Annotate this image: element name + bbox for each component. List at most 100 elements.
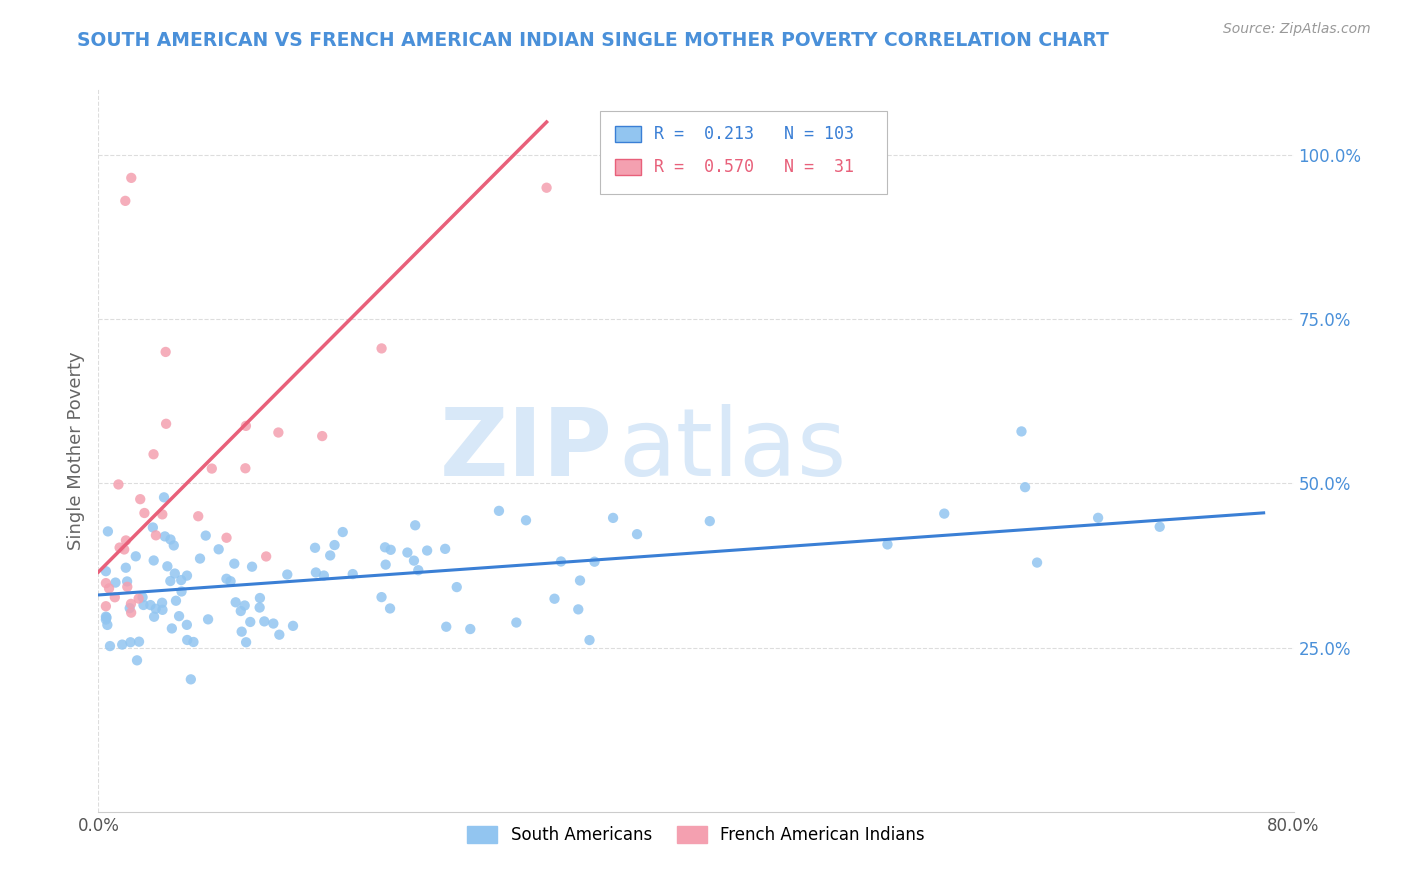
- Point: [233, 599, 256, 613]
- Point: [159, 533, 181, 547]
- Point: [488, 504, 510, 518]
- Point: [104, 575, 127, 590]
- Bar: [600, 111, 887, 194]
- Point: [515, 513, 537, 527]
- Point: [120, 635, 142, 649]
- Point: [225, 595, 247, 609]
- Bar: [614, 126, 641, 142]
- Point: [163, 566, 186, 581]
- Point: [626, 527, 648, 541]
- Point: [155, 417, 177, 431]
- Point: [446, 580, 468, 594]
- Point: [281, 619, 304, 633]
- Point: [153, 529, 176, 543]
- Point: [240, 559, 263, 574]
- Point: [176, 632, 198, 647]
- Point: [165, 593, 187, 607]
- Point: [152, 603, 174, 617]
- Point: [550, 554, 572, 568]
- Point: [602, 511, 624, 525]
- Point: [235, 635, 257, 649]
- Y-axis label: Single Mother Poverty: Single Mother Poverty: [66, 351, 84, 549]
- Point: [249, 591, 271, 605]
- Point: [235, 461, 257, 475]
- Point: [219, 574, 242, 589]
- Point: [396, 545, 419, 559]
- Point: [235, 418, 257, 433]
- Point: [115, 574, 138, 589]
- Point: [208, 542, 231, 557]
- Point: [132, 598, 155, 612]
- Point: [536, 180, 558, 194]
- Point: [197, 612, 219, 626]
- Point: [114, 194, 136, 208]
- Point: [249, 600, 271, 615]
- Point: [1011, 425, 1033, 439]
- Point: [254, 549, 277, 564]
- Point: [1014, 480, 1036, 494]
- Point: [134, 506, 156, 520]
- Point: [94, 599, 117, 614]
- Point: [120, 170, 142, 185]
- Point: [332, 524, 354, 539]
- Point: [408, 563, 430, 577]
- Point: [128, 634, 150, 648]
- Point: [1087, 511, 1109, 525]
- Text: ZIP: ZIP: [440, 404, 613, 497]
- Point: [129, 492, 152, 507]
- Point: [378, 601, 401, 615]
- Point: [934, 507, 956, 521]
- Point: [150, 508, 173, 522]
- Point: [374, 541, 396, 555]
- Point: [374, 558, 396, 572]
- Point: [156, 559, 179, 574]
- Point: [543, 591, 565, 606]
- Point: [96, 610, 118, 624]
- Point: [187, 509, 209, 524]
- Point: [167, 609, 190, 624]
- Point: [139, 598, 162, 612]
- Point: [567, 602, 589, 616]
- Point: [311, 429, 333, 443]
- Point: [170, 573, 193, 587]
- Point: [104, 591, 127, 605]
- Point: [402, 554, 425, 568]
- Point: [159, 574, 181, 588]
- Text: Source: ZipAtlas.com: Source: ZipAtlas.com: [1223, 22, 1371, 37]
- Point: [120, 597, 142, 611]
- Point: [231, 624, 253, 639]
- Point: [118, 601, 141, 615]
- Text: atlas: atlas: [619, 404, 846, 497]
- Point: [120, 606, 142, 620]
- Point: [142, 447, 165, 461]
- Point: [155, 345, 177, 359]
- Point: [1026, 556, 1049, 570]
- Point: [323, 538, 346, 552]
- Point: [876, 537, 898, 551]
- Point: [434, 620, 457, 634]
- Point: [201, 461, 224, 475]
- Point: [583, 555, 606, 569]
- Point: [150, 596, 173, 610]
- Legend: South Americans, French American Indians: South Americans, French American Indians: [461, 819, 931, 850]
- Point: [370, 590, 392, 604]
- Point: [699, 514, 721, 528]
- Point: [176, 617, 198, 632]
- Point: [96, 618, 118, 632]
- Point: [434, 541, 457, 556]
- Point: [253, 615, 276, 629]
- Point: [94, 576, 117, 591]
- Point: [94, 613, 117, 627]
- Point: [458, 622, 481, 636]
- Point: [312, 568, 335, 582]
- Point: [142, 520, 165, 534]
- Point: [269, 628, 291, 642]
- Point: [305, 566, 328, 580]
- Point: [117, 580, 139, 594]
- Point: [115, 533, 138, 548]
- Point: [170, 584, 193, 599]
- Point: [160, 622, 183, 636]
- Point: [94, 609, 117, 624]
- Point: [125, 653, 148, 667]
- Point: [112, 542, 135, 557]
